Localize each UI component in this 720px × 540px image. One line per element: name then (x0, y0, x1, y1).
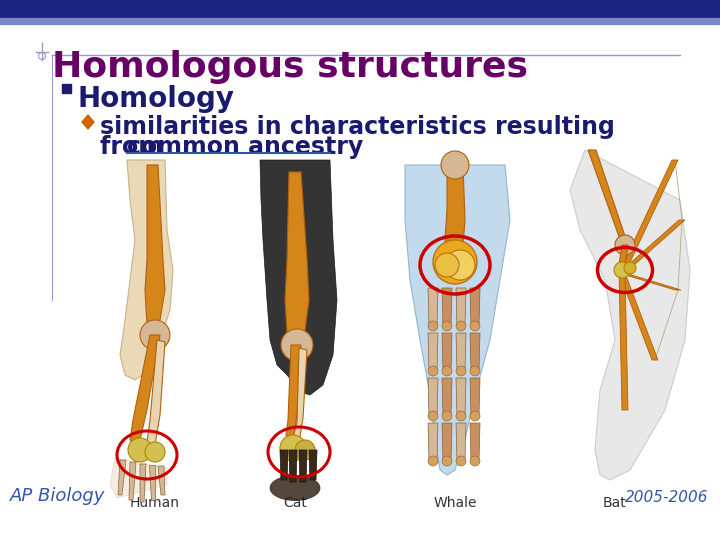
Polygon shape (442, 333, 452, 371)
Circle shape (442, 366, 452, 376)
Circle shape (470, 456, 480, 466)
Polygon shape (82, 115, 94, 129)
Circle shape (445, 250, 475, 280)
Polygon shape (456, 288, 466, 326)
Polygon shape (619, 220, 685, 273)
Circle shape (615, 235, 635, 255)
Polygon shape (147, 340, 165, 448)
Polygon shape (588, 150, 628, 245)
Polygon shape (445, 165, 465, 262)
Polygon shape (280, 450, 288, 480)
Polygon shape (130, 335, 160, 445)
Polygon shape (428, 378, 438, 416)
Circle shape (470, 321, 480, 331)
Circle shape (441, 151, 469, 179)
Circle shape (456, 456, 466, 466)
Circle shape (128, 438, 152, 462)
Circle shape (442, 321, 452, 331)
Circle shape (428, 366, 438, 376)
Circle shape (145, 442, 165, 462)
Circle shape (428, 456, 438, 466)
Text: common ancestry: common ancestry (127, 135, 364, 159)
Text: Whale: Whale (433, 496, 477, 510)
Text: Bat: Bat (603, 496, 627, 510)
Bar (0, 18, 720, 24)
Polygon shape (442, 378, 452, 416)
Circle shape (470, 366, 480, 376)
Text: Homologous structures: Homologous structures (52, 50, 528, 84)
Polygon shape (149, 465, 155, 500)
Polygon shape (285, 172, 309, 340)
Polygon shape (129, 462, 136, 500)
Circle shape (281, 329, 313, 361)
Polygon shape (309, 450, 317, 480)
Polygon shape (470, 288, 480, 326)
Bar (62, 84, 71, 93)
Polygon shape (442, 288, 452, 326)
Text: Cat: Cat (283, 496, 307, 510)
Polygon shape (619, 273, 658, 360)
Polygon shape (428, 423, 438, 461)
Polygon shape (158, 466, 165, 495)
Polygon shape (428, 333, 438, 371)
Circle shape (433, 240, 477, 284)
Polygon shape (428, 288, 438, 326)
Circle shape (470, 411, 480, 421)
Circle shape (456, 411, 466, 421)
Polygon shape (442, 423, 452, 461)
Polygon shape (619, 160, 678, 273)
Circle shape (428, 411, 438, 421)
Circle shape (442, 411, 452, 421)
Text: AP Biology: AP Biology (10, 487, 105, 505)
Bar (0, 0, 720, 18)
Polygon shape (118, 460, 126, 495)
Polygon shape (456, 333, 466, 371)
Polygon shape (470, 333, 480, 371)
Circle shape (456, 321, 466, 331)
Text: similarities in characteristics resulting: similarities in characteristics resultin… (100, 115, 615, 139)
Circle shape (295, 440, 315, 460)
Polygon shape (619, 273, 681, 290)
Polygon shape (120, 160, 173, 380)
Text: 2005-2006: 2005-2006 (624, 490, 708, 505)
Polygon shape (456, 423, 466, 461)
Circle shape (442, 456, 452, 466)
Polygon shape (619, 273, 628, 410)
Polygon shape (260, 160, 337, 395)
Polygon shape (140, 464, 146, 502)
Circle shape (614, 262, 630, 278)
Circle shape (624, 262, 636, 274)
Circle shape (280, 435, 306, 461)
Ellipse shape (270, 476, 320, 501)
Circle shape (428, 321, 438, 331)
Circle shape (456, 366, 466, 376)
Polygon shape (286, 345, 301, 442)
Polygon shape (405, 165, 510, 475)
Polygon shape (145, 165, 165, 330)
Polygon shape (289, 450, 297, 482)
Polygon shape (470, 378, 480, 416)
Text: from: from (100, 135, 171, 159)
Polygon shape (110, 458, 167, 498)
Circle shape (140, 320, 170, 350)
Polygon shape (570, 150, 690, 480)
Polygon shape (299, 450, 307, 482)
Polygon shape (619, 245, 628, 265)
Polygon shape (456, 378, 466, 416)
Text: Homology: Homology (78, 85, 235, 113)
Text: Human: Human (130, 496, 180, 510)
Circle shape (435, 253, 459, 277)
Polygon shape (470, 423, 480, 461)
Polygon shape (293, 348, 307, 444)
